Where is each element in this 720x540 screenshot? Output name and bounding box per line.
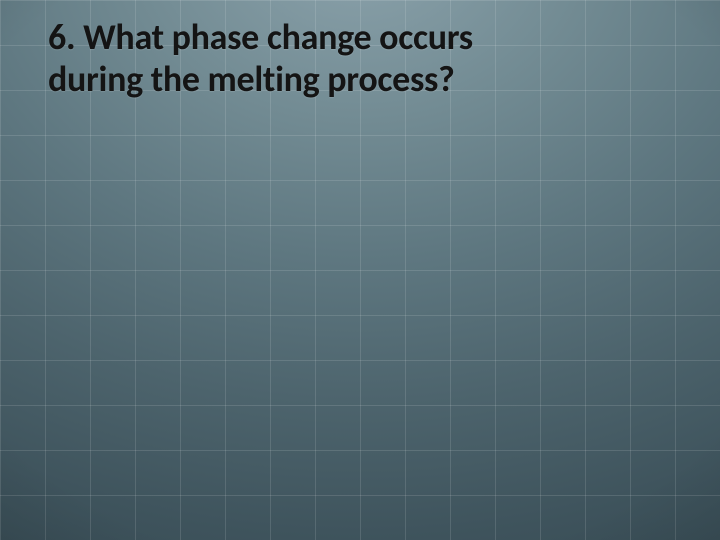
slide: 6. What phase change occurs during the m… (0, 0, 720, 540)
title-line-1: 6. What phase change occurs (48, 15, 473, 59)
title-line-2: during the melting process? (48, 57, 454, 101)
slide-title: 6. What phase change occurs during the m… (48, 16, 640, 101)
